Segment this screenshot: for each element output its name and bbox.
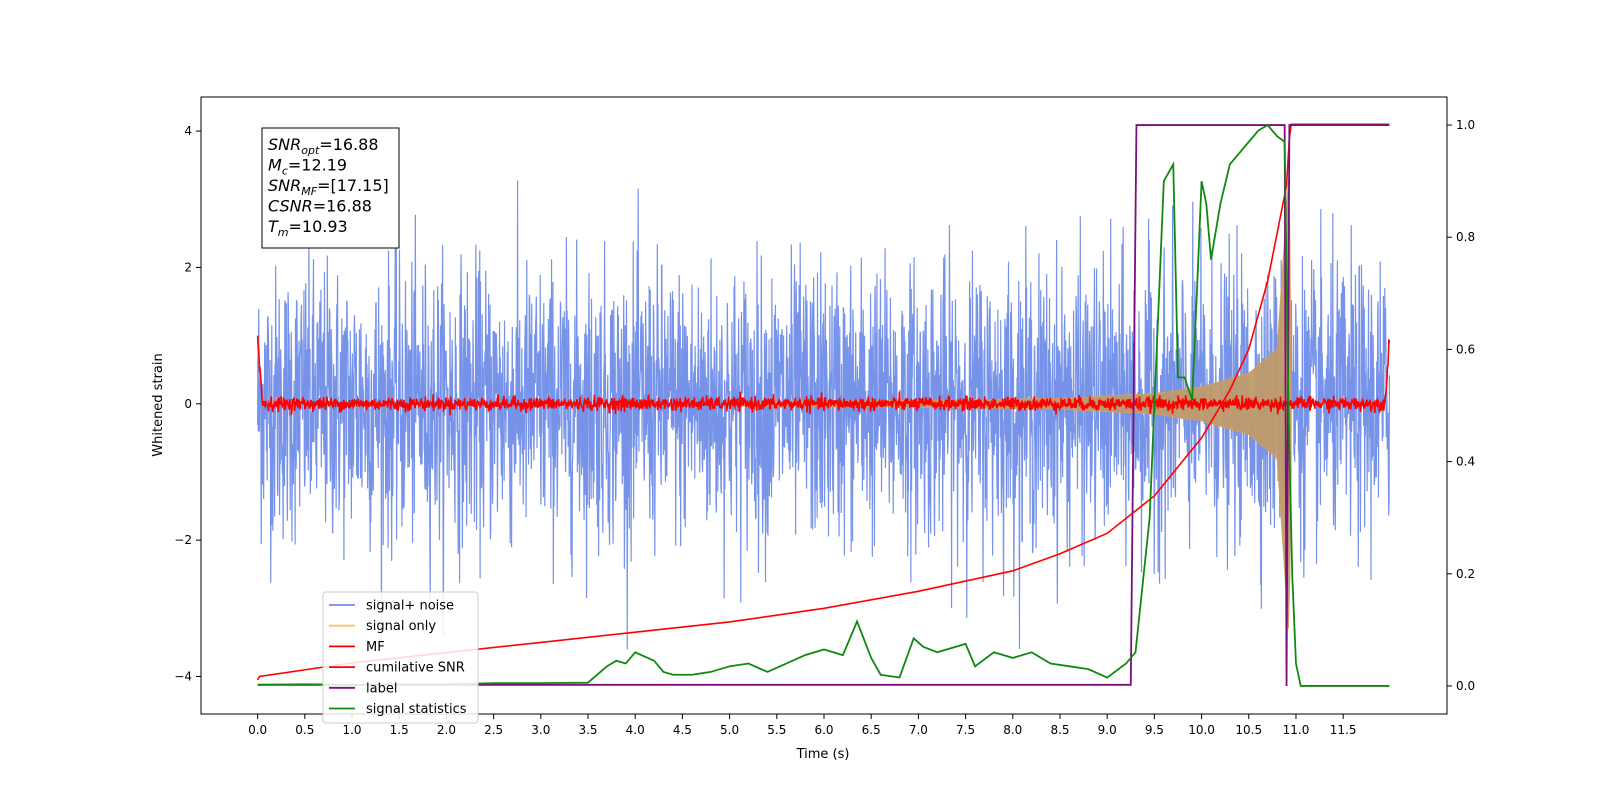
- x-tick-label: 6.0: [814, 723, 833, 737]
- x-tick-label: 10.5: [1235, 723, 1262, 737]
- legend-label: MF: [366, 640, 385, 655]
- y2-tick-label: 0.0: [1456, 679, 1475, 693]
- y2-tick-label: 0.2: [1456, 567, 1475, 581]
- x-tick-label: 4.0: [626, 723, 645, 737]
- series-mf: [256, 335, 1391, 416]
- annotation-symbol: T: [268, 217, 279, 236]
- annotation-subscript: MF: [301, 185, 317, 198]
- x-tick-label: 2.5: [484, 723, 503, 737]
- x-tick-label: 8.5: [1050, 723, 1069, 737]
- legend-label: signal only: [366, 619, 436, 634]
- x-tick-label: 9.5: [1145, 723, 1164, 737]
- x-tick-label: 3.0: [531, 723, 550, 737]
- legend-label: label: [366, 681, 397, 696]
- annotation-subscript: m: [278, 226, 289, 239]
- annotation-subscript: c: [282, 165, 288, 178]
- y-tick-label: −4: [174, 670, 192, 684]
- series-layer: [256, 123, 1391, 687]
- annotation-symbol: SNR: [268, 176, 301, 195]
- x-tick-label: 11.0: [1283, 723, 1310, 737]
- legend-label: signal statistics: [366, 702, 467, 717]
- annotation-value: =16.88: [319, 135, 378, 154]
- x-tick-label: 0.5: [295, 723, 314, 737]
- y2-tick-label: 1.0: [1456, 118, 1475, 132]
- annotation-value: =16.88: [313, 197, 372, 216]
- legend: signal+ noise signal only MF cumilative SNR…: [322, 591, 479, 724]
- x-tick-label: 7.5: [956, 723, 975, 737]
- y-tick-label: 4: [184, 124, 192, 138]
- series-label: [257, 124, 1390, 686]
- x-axis-label: Time (s): [796, 747, 850, 762]
- x-tick-label: 2.0: [437, 723, 456, 737]
- x-tick-label: 7.0: [909, 723, 928, 737]
- x-tick-label: 6.5: [862, 723, 881, 737]
- x-tick-label: 1.5: [390, 723, 409, 737]
- x-tick-label: 11.5: [1330, 723, 1357, 737]
- y-axis-label: Whitened strain: [151, 353, 166, 456]
- y2-tick-label: 0.6: [1456, 342, 1475, 356]
- y2-tick-label: 0.8: [1456, 230, 1475, 244]
- y-tick-label: −2: [174, 533, 192, 547]
- annotation-box: SNRopt=16.88 Mc=12.19 SNRMF=[17.15] CSNR=16…: [261, 127, 400, 249]
- x-tick-label: 5.0: [720, 723, 739, 737]
- annotation-value: =[17.15]: [317, 176, 389, 195]
- legend-label: signal+ noise: [366, 599, 454, 614]
- series-signal-statistics: [257, 123, 1390, 687]
- y-axis-right: 1.0 0.8 0.6 0.4 0.2 0.0: [1447, 118, 1475, 693]
- x-tick-label: 8.0: [1003, 723, 1022, 737]
- annotation-value: =12.19: [288, 156, 347, 175]
- y-tick-label: 0: [184, 397, 192, 411]
- x-tick-label: 9.0: [1098, 723, 1117, 737]
- x-axis: 0.0 0.5 1.0 1.5 2.0 2.5 3.0 3.5 4.0 4.5 5.0 5.5 6.0 6…: [248, 714, 1357, 737]
- annotation-subscript: opt: [301, 144, 320, 157]
- annotation-symbol: SNR: [268, 135, 301, 154]
- y-tick-label: 2: [184, 260, 192, 274]
- y2-tick-label: 0.4: [1456, 455, 1475, 469]
- x-tick-label: 3.5: [578, 723, 597, 737]
- y-axis-left: 4 2 0 −2 −4: [174, 124, 201, 684]
- x-tick-label: 5.5: [767, 723, 786, 737]
- x-tick-label: 1.0: [342, 723, 361, 737]
- annotation-symbol: M: [268, 156, 282, 175]
- legend-label: cumilative SNR: [366, 661, 465, 676]
- x-tick-label: 10.0: [1188, 723, 1215, 737]
- annotation-value: =10.93: [289, 217, 348, 236]
- annotation-symbol: CSNR: [268, 197, 313, 216]
- x-tick-label: 0.0: [248, 723, 267, 737]
- annotation-text: SNRopt=16.88 Mc=12.19 SNRMF=[17.15] CSNR=16…: [268, 135, 389, 239]
- series-signal-plus-noise: [257, 180, 1391, 650]
- x-tick-label: 4.5: [673, 723, 692, 737]
